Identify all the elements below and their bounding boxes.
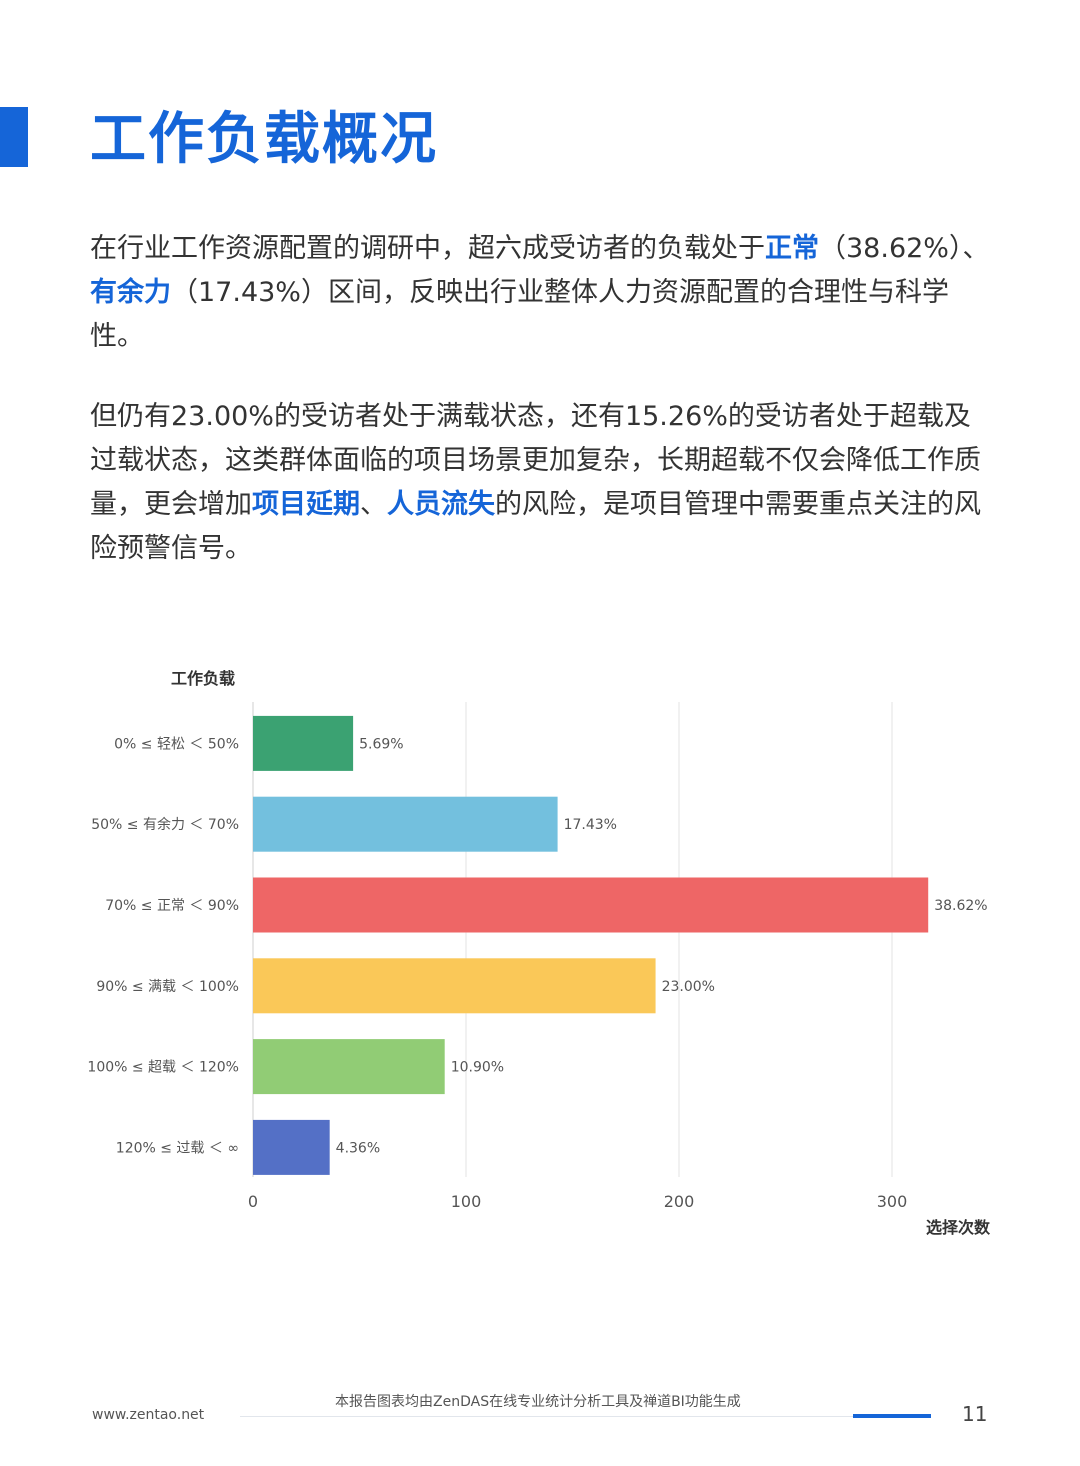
highlight-staff-loss: 人员流失 [387, 489, 495, 520]
highlight-spare-capacity: 有余力 [90, 277, 171, 308]
category-label: 100% ≤ 超载 ＜ 120% [87, 1060, 239, 1076]
category-label: 90% ≤ 满载 ＜ 100% [96, 979, 239, 995]
intro-text-2: （38.62%）、 [819, 233, 990, 264]
page-title: 工作负载概况 [90, 107, 438, 172]
risk-text-1: 但仍有23.00%的受访者处于满载状态，还有15.26%的受访者处于超载及过载状… [90, 401, 981, 520]
bar [253, 796, 558, 852]
footer-accent-bar [853, 1414, 931, 1418]
intro-text-3: （17.43%）区间，反映出行业整体人力资源配置的合理性与科学性。 [90, 277, 949, 352]
x-tick-label: 100 [451, 1192, 482, 1211]
category-label: 120% ≤ 过载 ＜ ∞ [116, 1140, 239, 1156]
x-tick-label: 200 [664, 1192, 695, 1211]
x-axis-title: 选择次数 [926, 1218, 991, 1237]
intro-paragraph: 在行业工作资源配置的调研中，超六成受访者的负载处于正常（38.62%）、有余力（… [90, 227, 990, 359]
bar [253, 1119, 330, 1175]
page-number: 11 [962, 1402, 988, 1426]
risk-text-3: 的风险，是项目管理中需要重点关注的风险预警信号。 [90, 489, 981, 564]
footer-url[interactable]: www.zentao.net [92, 1407, 205, 1423]
title-accent-bar [0, 107, 28, 167]
x-tick-label: 300 [877, 1192, 908, 1211]
x-tick-label: 0 [248, 1192, 258, 1211]
data-label: 38.62% [934, 898, 987, 914]
workload-bar-chart: 5.69% 0% ≤ 轻松 ＜ 50% 17.43% 50% ≤ 有余力 ＜ 70% 3… [0, 650, 1080, 1250]
intro-text-1: 在行业工作资源配置的调研中，超六成受访者的负载处于 [90, 233, 765, 264]
data-label: 17.43% [564, 817, 617, 833]
data-label: 10.90% [451, 1060, 504, 1076]
bar [253, 715, 354, 771]
data-label: 4.36% [336, 1140, 380, 1156]
category-label: 50% ≤ 有余力 ＜ 70% [91, 816, 239, 833]
bar [253, 877, 929, 933]
y-axis-title: 工作负载 [171, 669, 235, 688]
risk-text-2: 、 [360, 489, 387, 520]
footer-divider [240, 1416, 930, 1417]
data-label: 23.00% [662, 979, 715, 995]
category-label: 0% ≤ 轻松 ＜ 50% [114, 736, 239, 752]
bar [253, 1039, 445, 1095]
highlight-normal: 正常 [765, 233, 819, 264]
chart-canvas: 5.69% 0% ≤ 轻松 ＜ 50% 17.43% 50% ≤ 有余力 ＜ 70% 3… [87, 669, 991, 1237]
highlight-project-delay: 项目延期 [252, 489, 360, 520]
data-label: 5.69% [359, 736, 403, 752]
bar [253, 958, 656, 1014]
category-label: 70% ≤ 正常 ＜ 90% [105, 898, 239, 914]
risk-paragraph: 但仍有23.00%的受访者处于满载状态，还有15.26%的受访者处于超载及过载状… [90, 395, 990, 571]
footer-note: 本报告图表均由ZenDAS在线专业统计分析工具及禅道BI功能生成 [335, 1394, 741, 1410]
